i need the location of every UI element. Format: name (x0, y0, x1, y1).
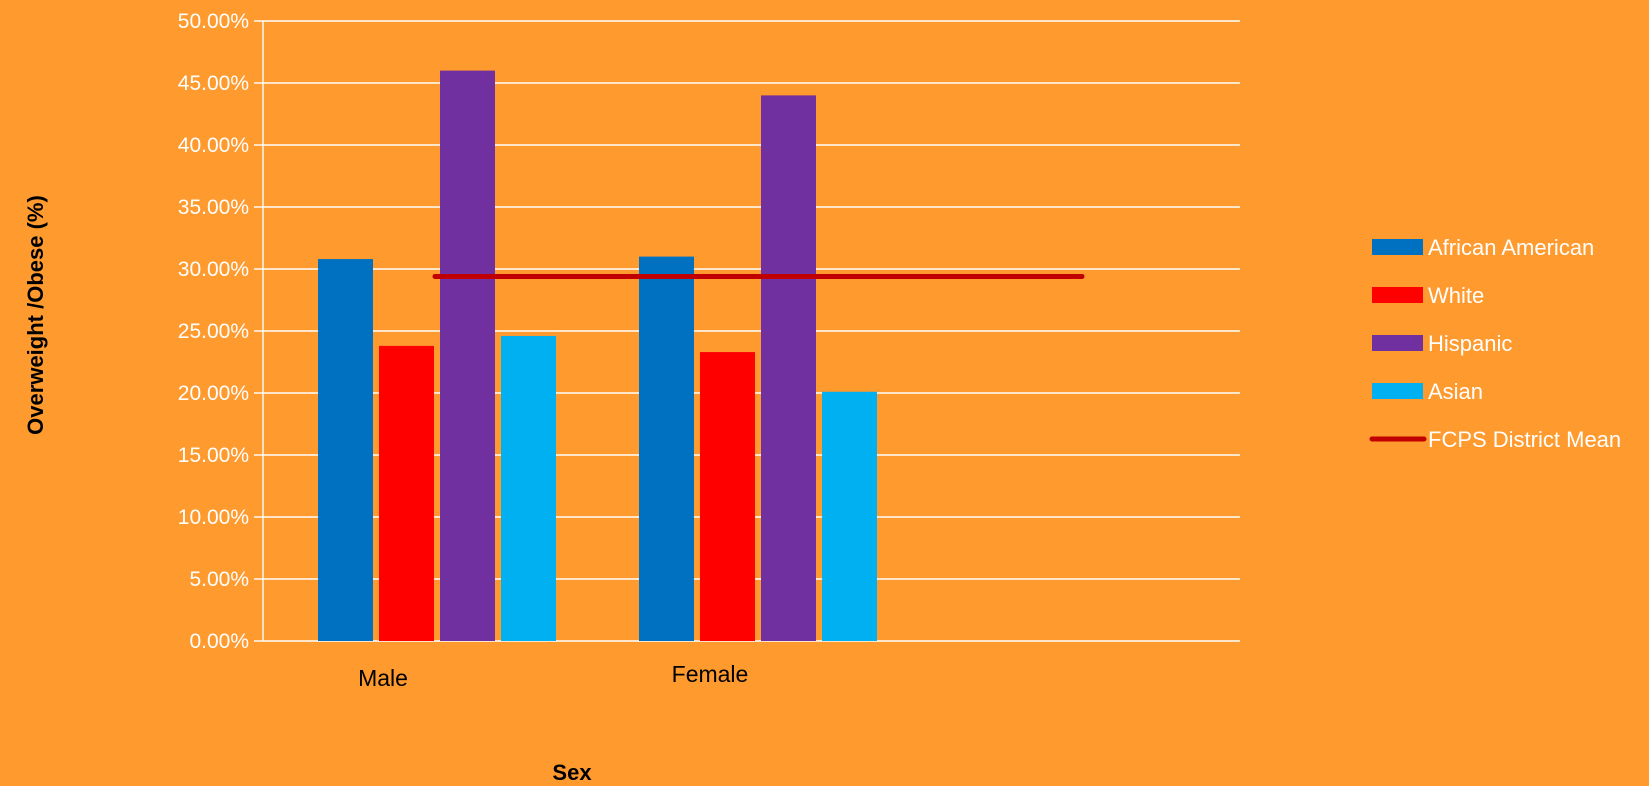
bar-african-american-male (318, 259, 373, 641)
bar-white-female (700, 352, 755, 641)
bar-hispanic-female (761, 95, 816, 641)
bar-asian-female (822, 391, 877, 641)
y-tick-label: 50.00% (178, 10, 249, 33)
category-label: Female (672, 661, 749, 687)
y-tick-label: 0.00% (189, 630, 249, 653)
legend-swatch (1372, 383, 1423, 399)
y-tick-label: 35.00% (178, 196, 249, 219)
category-label: Male (358, 665, 408, 691)
y-tick-label: 45.00% (178, 72, 249, 95)
x-axis-categories: Male Female (358, 661, 748, 691)
bars (318, 70, 877, 642)
legend-label: White (1428, 283, 1484, 308)
bar-hispanic-male (440, 70, 495, 642)
legend-swatch (1372, 335, 1423, 351)
legend-label: Hispanic (1428, 331, 1512, 356)
legend-label: FCPS District Mean (1428, 427, 1621, 452)
y-tick-label: 10.00% (178, 506, 249, 529)
y-axis-ticks: 0.00% 5.00% 10.00% 15.00% 20.00% 25.00% 30.00%… (178, 10, 249, 653)
legend-label: Asian (1428, 379, 1483, 404)
legend-label: African American (1428, 235, 1594, 260)
y-tick-label: 30.00% (178, 258, 249, 281)
y-tick-label: 40.00% (178, 134, 249, 157)
x-axis-title: Sex (552, 760, 592, 785)
bar-african-american-female (639, 256, 694, 641)
y-tick-label: 25.00% (178, 320, 249, 343)
y-axis-title: Overweight /Obese (%) (23, 195, 48, 435)
y-tick-label: 15.00% (178, 444, 249, 467)
legend: African American White Hispanic Asian FCPS D… (1369, 235, 1621, 452)
bar-white-male (379, 345, 434, 641)
y-tick-label: 20.00% (178, 382, 249, 405)
bar-asian-male (501, 335, 556, 641)
y-tick-label: 5.00% (189, 568, 249, 591)
legend-swatch (1372, 287, 1423, 303)
legend-swatch (1372, 239, 1423, 255)
